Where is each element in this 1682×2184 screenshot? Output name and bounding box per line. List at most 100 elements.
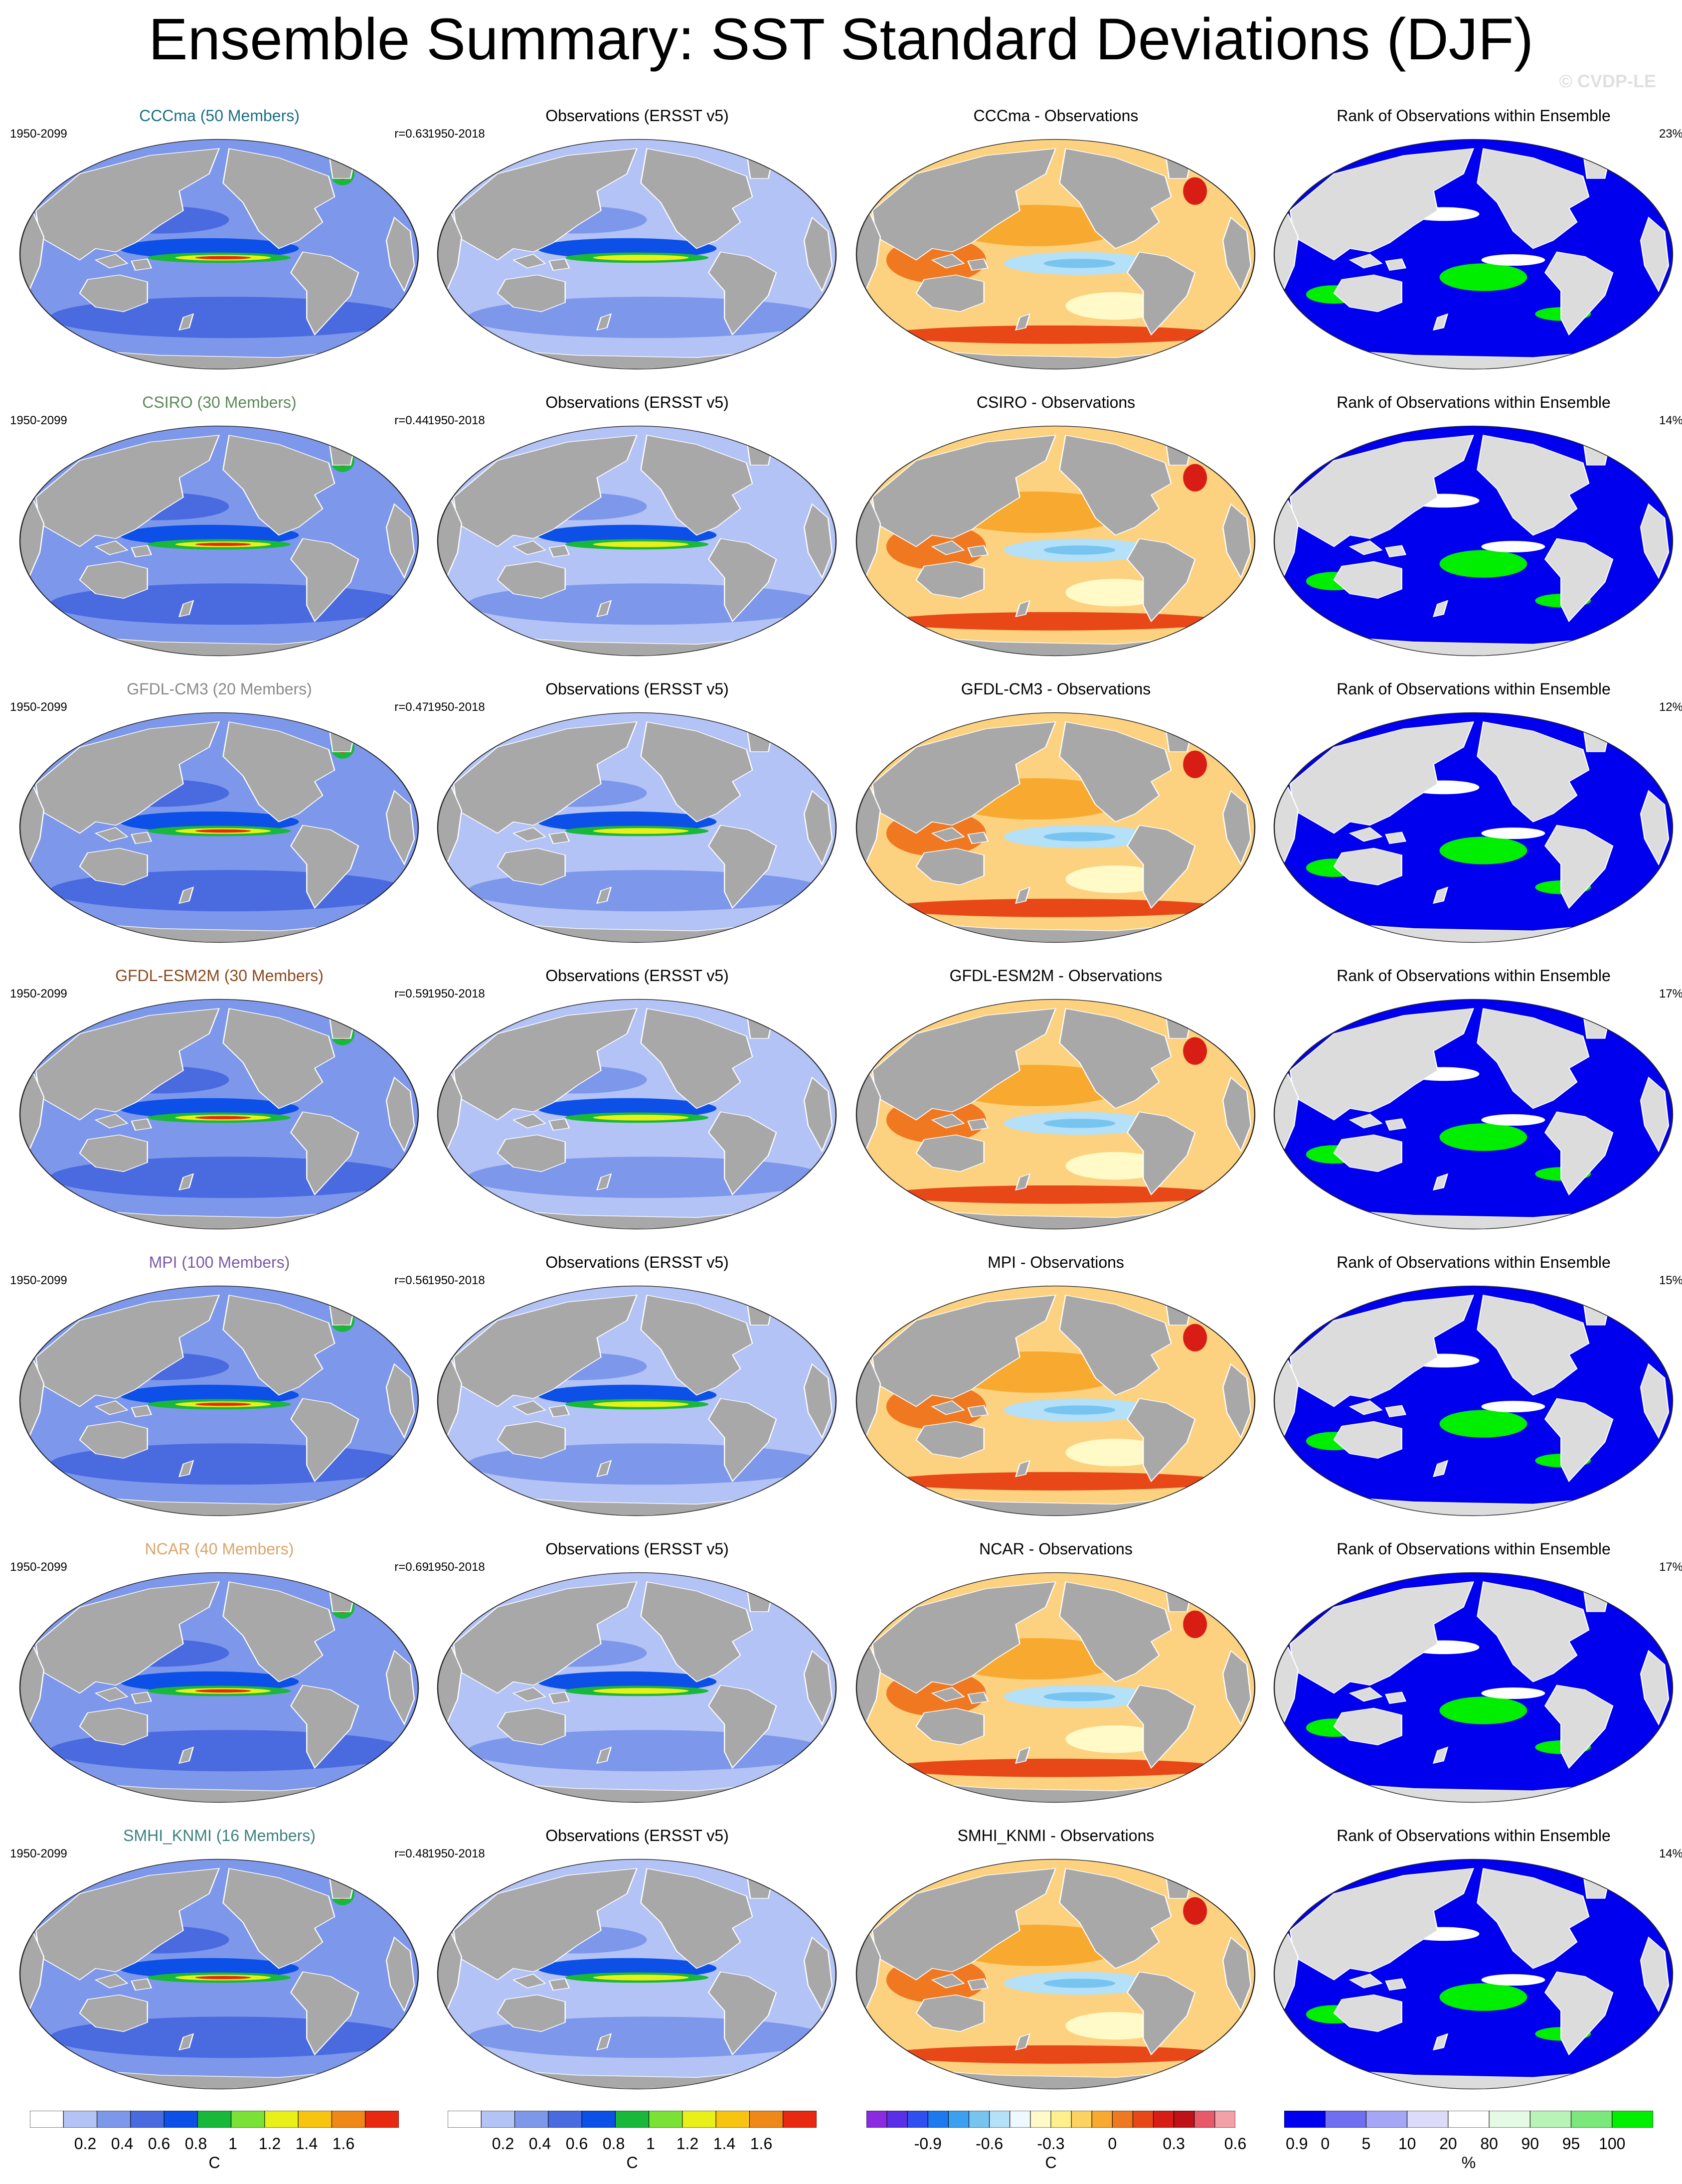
rank-percent: 14% — [1659, 414, 1682, 427]
colorbar-tick-label: -0.6 — [976, 2135, 1004, 2153]
year-range: 1950-2018 — [428, 1560, 485, 1574]
rank-map — [1273, 1572, 1674, 1803]
colorbar-swatch — [1529, 2110, 1572, 2128]
diff-map — [855, 1285, 1256, 1516]
colorbar-swatch — [63, 2110, 98, 2128]
obs-panel: Observations (ERSST v5) 1950-2018 — [428, 389, 846, 675]
colorbar-unit: C — [1045, 2154, 1057, 2172]
colorbar-swatch — [907, 2110, 928, 2128]
pattern-correlation: r=0.44 — [394, 414, 429, 427]
colorbar-swatch — [331, 2110, 366, 2128]
colorbar-tick-label: 0.8 — [602, 2135, 625, 2153]
panel-title: Rank of Observations within Ensemble — [1337, 680, 1611, 698]
colorbar-tick-label: 1.6 — [750, 2135, 773, 2153]
obs-panel: Observations (ERSST v5) 1950-2018 — [428, 675, 846, 962]
obs-panel: Observations (ERSST v5) 1950-2018 — [428, 1535, 846, 1822]
row-5: MPI (100 Members) 1950-2099 r=0.56 Observat… — [0, 1249, 1682, 1535]
obs-map — [437, 139, 837, 370]
rank-panel: Rank of Observations within Ensemble 12% — [1264, 675, 1682, 962]
panel-title: GFDL-ESM2M - Observations — [949, 967, 1163, 985]
rank-percent: 14% — [1659, 1847, 1682, 1860]
colorbar-swatches — [447, 2110, 817, 2128]
year-range: 1950-2018 — [428, 1274, 485, 1287]
rank-panel: Rank of Observations within Ensemble 14% — [1264, 1822, 1682, 2109]
diff-map — [855, 425, 1256, 657]
colorbar-swatch — [927, 2110, 949, 2128]
rank-panel: Rank of Observations within Ensemble 23% — [1264, 102, 1682, 389]
panel-title: NCAR - Observations — [979, 1540, 1133, 1558]
diff-map — [855, 1572, 1256, 1803]
colorbar-tick-label: 80 — [1480, 2135, 1498, 2153]
colorbar-swatch — [481, 2110, 515, 2128]
colorbar-tick-label: 0.9 — [1286, 2135, 1308, 2153]
diff-panel: GFDL-CM3 - Observations — [846, 675, 1265, 962]
colorbar-swatches — [1284, 2110, 1654, 2128]
colorbar-swatch — [1489, 2110, 1530, 2128]
panel-title: MPI - Observations — [988, 1253, 1124, 1271]
panel-title: Rank of Observations within Ensemble — [1337, 1827, 1611, 1845]
page-title: Ensemble Summary: SST Standard Deviation… — [148, 6, 1534, 72]
colorbar-tick-label: 0.6 — [565, 2135, 588, 2153]
colorbar-swatch — [1571, 2110, 1613, 2128]
colorbar-tick-label: 0.8 — [184, 2135, 207, 2153]
colorbar-2: 0.2 0.4 0.6 0.8 1 1.2 1.4 1.6 C — [447, 2110, 827, 2172]
model-panel: NCAR (40 Members) 1950-2099 r=0.69 — [10, 1535, 429, 1822]
panel-title: Rank of Observations within Ensemble — [1337, 967, 1611, 985]
colorbar-swatch — [231, 2110, 265, 2128]
year-range: 1950-2018 — [428, 700, 485, 714]
obs-panel: Observations (ERSST v5) 1950-2018 — [428, 962, 846, 1249]
diff-map — [855, 999, 1256, 1230]
colorbar-swatch — [264, 2110, 299, 2128]
colorbar-swatch — [1030, 2110, 1051, 2128]
colorbar-tick-label: 0.3 — [1163, 2135, 1185, 2153]
colorbar-swatches — [29, 2110, 399, 2128]
row-6: NCAR (40 Members) 1950-2099 r=0.69 Observat… — [0, 1535, 1682, 1822]
rank-map — [1273, 1285, 1674, 1516]
rank-panel: Rank of Observations within Ensemble 17% — [1264, 962, 1682, 1249]
colorbar-swatch — [164, 2110, 198, 2128]
rank-panel: Rank of Observations within Ensemble 17% — [1264, 1535, 1682, 1822]
panel-title: SMHI_KNMI - Observations — [957, 1827, 1155, 1845]
year-range: 1950-2099 — [10, 987, 67, 1001]
colorbar-tick-label: 1.4 — [295, 2135, 318, 2153]
panel-title: CCCma - Observations — [973, 107, 1139, 125]
rank-percent: 17% — [1659, 1560, 1682, 1574]
panel-title: CSIRO (30 Members) — [142, 393, 297, 411]
colorbar-1: 0.2 0.4 0.6 0.8 1 1.2 1.4 1.6 C — [29, 2110, 409, 2172]
year-range: 1950-2099 — [10, 414, 67, 427]
colorbar-tick-label: 100 — [1599, 2135, 1626, 2153]
colorbar-tick-label: 90 — [1521, 2135, 1539, 2153]
model-map — [19, 425, 419, 657]
row-1: CCCma (50 Members) 1950-2099 r=0.63 Observa… — [0, 102, 1682, 389]
colorbar-unit: C — [626, 2154, 638, 2172]
model-panel: CCCma (50 Members) 1950-2099 r=0.63 — [10, 102, 429, 389]
panel-title: Observations (ERSST v5) — [545, 107, 729, 125]
panel-title: Rank of Observations within Ensemble — [1337, 1540, 1611, 1558]
rank-map — [1273, 139, 1674, 370]
model-map — [19, 999, 419, 1230]
colorbar-swatch — [682, 2110, 716, 2128]
colorbar-swatches — [866, 2110, 1236, 2128]
diff-panel: SMHI_KNMI - Observations — [846, 1822, 1265, 2109]
year-range: 1950-2099 — [10, 1560, 67, 1574]
obs-panel: Observations (ERSST v5) 1950-2018 — [428, 1249, 846, 1535]
colorbar-tick-label: 1.2 — [676, 2135, 699, 2153]
model-panel: CSIRO (30 Members) 1950-2099 r=0.44 — [10, 389, 429, 675]
colorbar-swatch — [1050, 2110, 1072, 2128]
colorbar-swatch — [1365, 2110, 1408, 2128]
colorbar-tick-label: 1 — [228, 2135, 237, 2153]
diff-panel: MPI - Observations — [846, 1249, 1265, 1535]
colorbar-swatch — [1284, 2110, 1326, 2128]
colorbar-swatch — [1112, 2110, 1133, 2128]
model-map — [19, 1858, 419, 2090]
year-range: 1950-2018 — [428, 127, 485, 141]
colorbar-tick-label: 0.4 — [528, 2135, 551, 2153]
pattern-correlation: r=0.59 — [394, 987, 429, 1001]
colorbar-tick-label: 20 — [1439, 2135, 1457, 2153]
colorbar-swatch — [989, 2110, 1010, 2128]
obs-map — [437, 1572, 837, 1803]
obs-map — [437, 1285, 837, 1516]
panel-title: Observations (ERSST v5) — [545, 393, 729, 411]
panel-title: Rank of Observations within Ensemble — [1337, 1253, 1611, 1271]
rank-percent: 23% — [1659, 127, 1682, 141]
